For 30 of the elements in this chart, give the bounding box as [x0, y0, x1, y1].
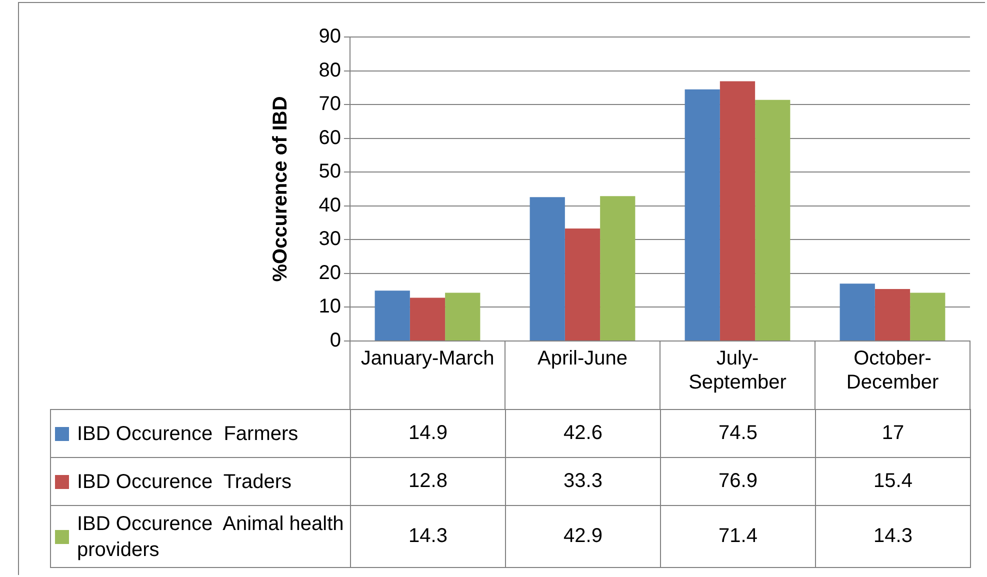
data-label: 74.5: [660, 410, 816, 458]
x-tick-label: April-June: [537, 348, 628, 370]
data-label: 76.9: [660, 458, 816, 506]
data-label: 12.8: [350, 458, 506, 506]
y-tick-label: 60: [318, 126, 341, 149]
y-axis-title: %Occurence of IBD: [270, 96, 292, 282]
data-label: 14.9: [350, 410, 506, 458]
data-label: 14.3: [816, 506, 970, 568]
y-tick-label: 20: [318, 262, 341, 284]
data-label: 17: [816, 410, 970, 458]
data-label: 33.3: [506, 458, 660, 506]
data-label: 71.4: [660, 506, 816, 568]
x-tick-label: January-March: [360, 348, 494, 370]
x-tick-label: July-September: [688, 348, 787, 394]
y-tick-label: 0: [330, 330, 341, 352]
x-tick-label: October-December: [846, 348, 939, 394]
data-label: 42.6: [506, 410, 660, 458]
y-tick-label: 80: [318, 59, 341, 82]
data-label: 42.9: [506, 506, 660, 568]
y-tick-label: 30: [318, 228, 341, 250]
y-tick-label: 90: [318, 26, 341, 48]
data-label: 14.3: [350, 506, 506, 568]
legend-label: IBD Occurence Farmers: [77, 422, 298, 446]
y-tick-label: 10: [318, 296, 341, 318]
data-label: 15.4: [816, 458, 970, 506]
y-tick-label: 40: [318, 194, 341, 216]
legend-label: IBD Occurence Animal health providers: [77, 512, 345, 562]
legend-label: IBD Occurence Traders: [77, 470, 292, 494]
y-tick-label: 50: [318, 160, 341, 183]
y-tick-label: 70: [318, 93, 341, 116]
